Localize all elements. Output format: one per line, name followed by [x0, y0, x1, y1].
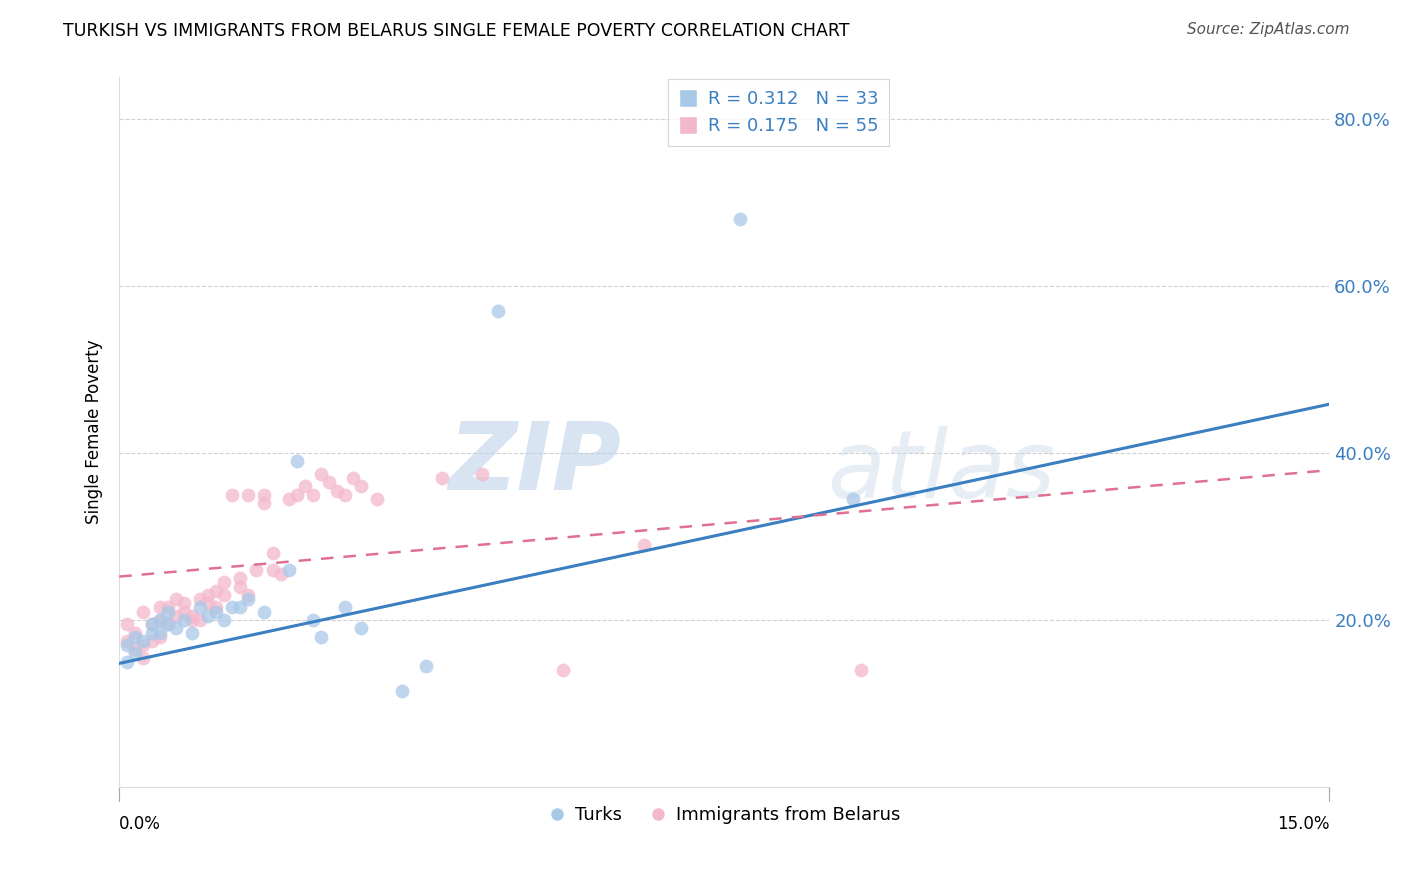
Point [415, 659, 437, 673]
Point [342, 471, 364, 485]
Point [212, 613, 235, 627]
Point [262, 546, 284, 560]
Point [173, 596, 195, 610]
Point [149, 613, 172, 627]
Point [188, 613, 211, 627]
Point [309, 630, 332, 644]
Point [149, 613, 172, 627]
Point [221, 600, 243, 615]
Point [333, 600, 356, 615]
Point [197, 588, 219, 602]
Point [551, 663, 574, 677]
Point [238, 592, 260, 607]
Legend: Turks, Immigrants from Belarus: Turks, Immigrants from Belarus [541, 798, 908, 831]
Point [270, 567, 292, 582]
Point [633, 538, 655, 552]
Text: 15.0%: 15.0% [1277, 815, 1329, 833]
Point [165, 592, 187, 607]
Point [132, 638, 155, 652]
Point [302, 488, 325, 502]
Point [141, 625, 163, 640]
Point [471, 467, 494, 481]
Point [262, 563, 284, 577]
Point [141, 617, 163, 632]
Point [277, 491, 299, 506]
Point [326, 483, 349, 498]
Point [180, 613, 202, 627]
Point [156, 605, 179, 619]
Point [277, 563, 299, 577]
Text: Source: ZipAtlas.com: Source: ZipAtlas.com [1187, 22, 1350, 37]
Point [366, 491, 388, 506]
Point [302, 613, 325, 627]
Point [197, 608, 219, 623]
Point [197, 596, 219, 610]
Point [350, 479, 373, 493]
Point [229, 580, 252, 594]
Point [124, 625, 146, 640]
Point [221, 488, 243, 502]
Text: 0.0%: 0.0% [120, 815, 162, 833]
Point [253, 488, 276, 502]
Point [205, 583, 228, 598]
Y-axis label: Single Female Poverty: Single Female Poverty [86, 340, 103, 524]
Point [156, 600, 179, 615]
Point [285, 488, 308, 502]
Point [173, 605, 195, 619]
Point [730, 212, 752, 227]
Point [132, 633, 155, 648]
Point [141, 633, 163, 648]
Point [253, 496, 276, 510]
Point [117, 638, 139, 652]
Point [124, 642, 146, 657]
Point [486, 304, 509, 318]
Point [173, 613, 195, 627]
Point [188, 600, 211, 615]
Point [229, 571, 252, 585]
Point [124, 630, 146, 644]
Point [132, 650, 155, 665]
Point [285, 454, 308, 468]
Point [188, 592, 211, 607]
Point [333, 488, 356, 502]
Point [149, 600, 172, 615]
Text: atlas: atlas [827, 425, 1056, 516]
Point [180, 625, 202, 640]
Point [318, 475, 340, 490]
Point [229, 600, 252, 615]
Point [156, 617, 179, 632]
Point [165, 621, 187, 635]
Point [430, 471, 453, 485]
Point [391, 684, 413, 698]
Text: ZIP: ZIP [449, 418, 621, 510]
Point [238, 588, 260, 602]
Point [238, 488, 260, 502]
Point [165, 608, 187, 623]
Point [245, 563, 267, 577]
Point [124, 646, 146, 660]
Point [205, 605, 228, 619]
Point [156, 617, 179, 632]
Point [253, 605, 276, 619]
Point [180, 608, 202, 623]
Point [132, 605, 155, 619]
Point [212, 588, 235, 602]
Point [309, 467, 332, 481]
Point [294, 479, 316, 493]
Point [842, 491, 865, 506]
Point [117, 655, 139, 669]
Text: TURKISH VS IMMIGRANTS FROM BELARUS SINGLE FEMALE POVERTY CORRELATION CHART: TURKISH VS IMMIGRANTS FROM BELARUS SINGL… [63, 22, 849, 40]
Point [212, 575, 235, 590]
Point [117, 633, 139, 648]
Point [141, 617, 163, 632]
Point [149, 625, 172, 640]
Point [117, 617, 139, 632]
Point [149, 630, 172, 644]
Point [205, 600, 228, 615]
Point [851, 663, 873, 677]
Point [350, 621, 373, 635]
